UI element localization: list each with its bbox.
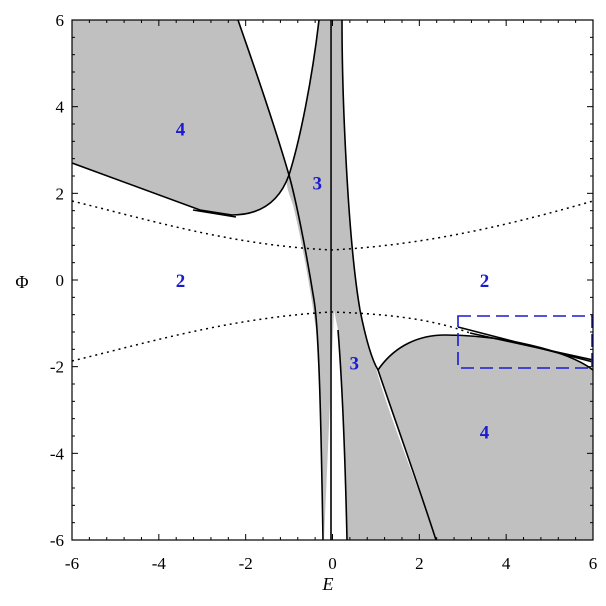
shaded-region-lower-right [378,335,593,540]
region-label: 2 [176,271,186,292]
boundary-central-right [341,20,437,540]
zoom-box [457,315,593,369]
region-label: 4 [480,423,490,444]
x-axis-title: E [322,574,334,594]
x-tick-label: 2 [415,554,424,573]
y-tick-label: -4 [50,444,65,463]
y-tick-label: 6 [56,11,65,30]
boundary-upper-left-lower-edge [72,20,320,216]
y-tick-label: 4 [56,98,65,117]
shaded-region-central [286,20,436,540]
y-tick-label: 2 [56,184,65,203]
tick-marks [71,19,594,541]
region-label: 3 [313,174,323,195]
dotted-curve-upper [72,200,593,251]
region-label: 2 [480,271,490,292]
boundary-central-left-low [337,329,348,540]
region-labels: 4 3 2 2 3 4 [176,119,490,443]
region-label: 3 [349,353,359,374]
x-tick-label: 0 [328,554,337,573]
y-tick-label: -2 [50,358,64,377]
tangent-line-upper [192,209,237,218]
tangent-line-lower-2 [469,332,593,361]
tick-labels: -6 -4 -2 0 2 4 6 6 4 2 0 -2 -4 -6 [50,11,597,573]
x-tick-label: -6 [65,554,79,573]
y-tick-label: 0 [56,271,65,290]
boundary-upper-left-curve [237,20,324,540]
x-tick-label: 6 [589,554,598,573]
y-tick-label: -6 [50,531,64,550]
x-tick-label: -2 [239,554,253,573]
x-tick-label: -4 [152,554,167,573]
y-axis-title: Φ [15,272,28,292]
region-label: 4 [176,119,186,140]
x-tick-label: 4 [502,554,511,573]
shaded-region-upper-left [72,20,289,215]
